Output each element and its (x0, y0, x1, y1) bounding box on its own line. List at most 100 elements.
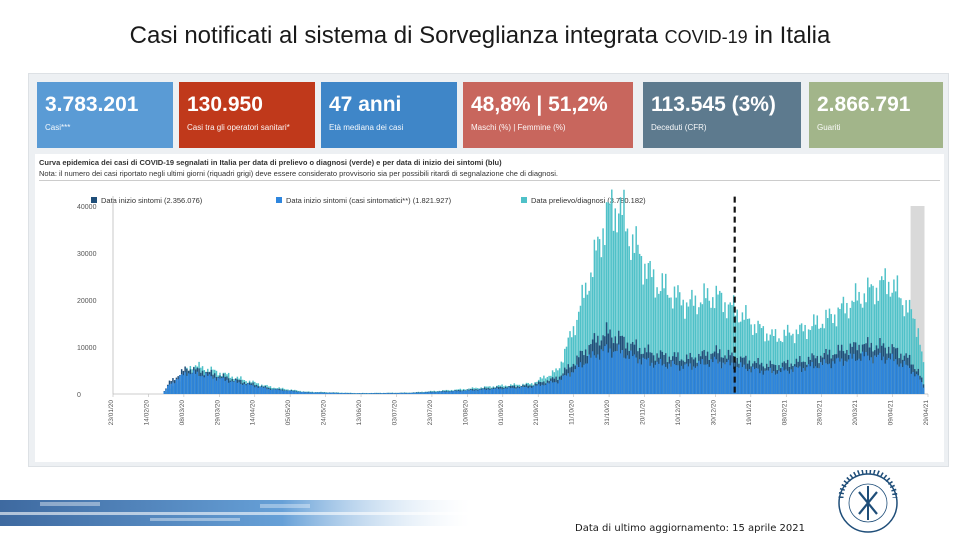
bar (687, 366, 690, 394)
bar (323, 392, 326, 394)
bar (170, 383, 172, 394)
bar (591, 277, 594, 394)
bar (788, 332, 791, 394)
bar (607, 202, 610, 394)
bar (839, 361, 841, 394)
bar (820, 362, 822, 394)
bar (280, 390, 282, 394)
bar (725, 362, 728, 394)
bar (577, 311, 580, 394)
bar (424, 392, 427, 394)
bar (642, 284, 644, 394)
bar (168, 384, 171, 394)
bar (194, 373, 197, 394)
bar (786, 370, 789, 394)
bar (884, 363, 886, 394)
bar (464, 390, 467, 394)
bar (842, 365, 845, 394)
dashboard-panel: 3.783.201 Casi*** 130.950 Casi tra gli o… (28, 73, 949, 467)
bar (422, 392, 425, 394)
bar (442, 391, 444, 394)
bar (835, 358, 838, 394)
bar (696, 314, 698, 394)
bar (678, 370, 681, 394)
bar (389, 393, 392, 394)
bar (226, 379, 228, 394)
x-tick-label: 21/09/20 (533, 400, 540, 426)
bar (598, 359, 601, 394)
bar (426, 392, 428, 394)
x-tick-label: 31/10/20 (604, 400, 611, 426)
x-tick-label: 28/02/21 (817, 400, 824, 426)
bar (715, 285, 718, 394)
x-tick-label: 11/10/20 (569, 400, 576, 425)
bar (597, 236, 599, 394)
bar (701, 304, 704, 394)
bar (518, 388, 521, 394)
bar (821, 365, 824, 394)
bar (459, 391, 462, 394)
bar (517, 387, 519, 394)
bar (645, 359, 648, 394)
bar (804, 324, 806, 394)
x-tick-label: 20/03/21 (852, 400, 859, 426)
bar (901, 367, 904, 394)
bar (593, 239, 596, 394)
bar (915, 374, 918, 394)
bar (734, 315, 737, 394)
bar (337, 393, 340, 394)
bar (903, 360, 906, 394)
bar (349, 393, 352, 394)
bar (922, 362, 925, 394)
bar (631, 234, 634, 394)
bar (875, 287, 878, 394)
bar (166, 385, 169, 394)
bar (416, 392, 418, 394)
bar (637, 363, 639, 394)
bar (863, 293, 866, 394)
bar (257, 387, 260, 394)
bar (893, 361, 895, 394)
bar (764, 341, 766, 394)
bar (872, 363, 874, 394)
bar (431, 392, 434, 394)
bar (830, 368, 832, 394)
bar (302, 391, 305, 394)
bar (872, 285, 874, 394)
legend-swatch (521, 197, 527, 203)
bar (738, 367, 740, 394)
bar (543, 385, 545, 394)
bar (196, 371, 199, 394)
bar (567, 373, 569, 394)
bar (273, 389, 275, 394)
bar (590, 272, 592, 394)
bar (865, 351, 867, 394)
bar (896, 275, 899, 394)
bar (706, 364, 709, 394)
bar (642, 357, 644, 394)
bar (685, 363, 688, 394)
bar (605, 344, 608, 394)
legend-swatch (91, 197, 97, 203)
y-tick-label: 30000 (77, 251, 97, 258)
bar (793, 366, 796, 394)
bar (675, 365, 677, 394)
bar (597, 354, 599, 394)
bar (182, 375, 185, 394)
bar (826, 364, 829, 394)
bar (724, 302, 726, 394)
bar (402, 393, 404, 394)
bar (907, 312, 909, 394)
chart-svg: Data inizio sintomi (2.356.076) Data iniz… (77, 189, 930, 426)
last-update-text: Data di ultimo aggiornamento: 15 aprile … (575, 523, 805, 534)
bar (438, 391, 441, 394)
bar (215, 380, 218, 394)
bar (917, 375, 920, 394)
bar (759, 324, 761, 394)
bar (880, 360, 883, 394)
bar (673, 286, 676, 394)
bar (633, 354, 636, 394)
bar (320, 392, 322, 394)
bar (476, 390, 479, 394)
bar (731, 362, 733, 394)
